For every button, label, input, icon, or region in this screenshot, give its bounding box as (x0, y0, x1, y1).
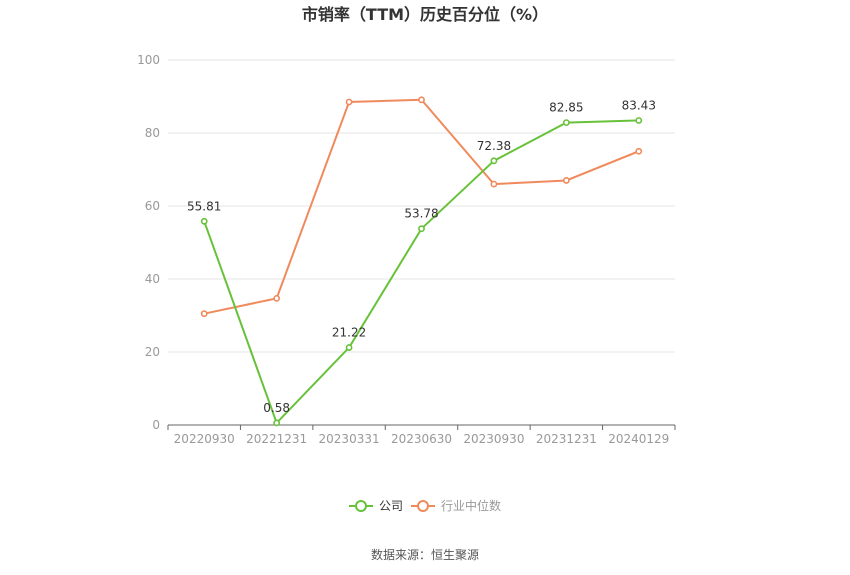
data-point[interactable] (562, 177, 570, 184)
data-point[interactable] (418, 225, 425, 233)
x-tick-label: 20240129 (608, 432, 669, 446)
data-point[interactable] (418, 96, 425, 104)
chart-title: 市销率（TTM）历史百分位（%） (302, 5, 548, 24)
data-point[interactable] (345, 344, 353, 351)
data-point[interactable] (345, 98, 353, 106)
legend-label: 公司 (379, 499, 403, 513)
legend-item-industry-median[interactable]: 行业中位数 (411, 498, 501, 513)
legend-item-company[interactable]: 公司 (349, 499, 403, 513)
data-point[interactable] (635, 117, 643, 124)
data-label: 55.81 (187, 199, 221, 213)
y-axis: 0 20 40 60 80 100 (137, 53, 160, 432)
x-tick-label: 20231231 (536, 432, 597, 446)
series-layer: 55.81 0.58 21.22 53.78 72.38 82.85 83.43 (187, 96, 656, 427)
data-point[interactable] (200, 310, 208, 318)
y-tick-label: 40 (145, 272, 160, 286)
data-point[interactable] (273, 419, 281, 427)
data-point[interactable] (490, 180, 498, 188)
x-tick-label: 20230331 (319, 432, 380, 446)
y-tick-label: 20 (145, 345, 160, 359)
data-point[interactable] (200, 217, 208, 225)
x-tick-label: 20221231 (246, 432, 307, 446)
y-tick-label: 0 (152, 418, 160, 432)
legend-label: 行业中位数 (441, 498, 501, 513)
x-axis: 20220930 20221231 20230331 20230630 20230930… (167, 424, 676, 446)
y-tick-label: 100 (137, 53, 160, 67)
legend[interactable]: 公司 行业中位数 (349, 498, 501, 513)
data-point[interactable] (273, 294, 281, 302)
data-point[interactable] (635, 147, 643, 155)
x-tick-label: 20220930 (174, 432, 235, 446)
series-company: 55.81 0.58 21.22 53.78 72.38 82.85 83.43 (187, 98, 656, 427)
legend-marker-icon (417, 500, 429, 512)
data-label: 83.43 (622, 98, 656, 112)
x-tick-label: 20230630 (391, 432, 452, 446)
data-point[interactable] (490, 157, 498, 165)
y-tick-label: 60 (145, 199, 160, 213)
data-label: 82.85 (549, 101, 583, 115)
x-tick-label: 20230930 (463, 432, 524, 446)
data-label: 53.78 (404, 207, 438, 221)
legend-marker-icon (355, 500, 367, 512)
series-industry-median (200, 96, 643, 318)
data-point[interactable] (562, 119, 570, 126)
data-label: 21.22 (332, 326, 366, 340)
data-label: 0.58 (263, 401, 290, 415)
y-tick-label: 80 (145, 126, 160, 140)
grid (168, 59, 675, 353)
data-source: 数据来源：恒生聚源 (371, 547, 479, 562)
data-label: 72.38 (477, 139, 511, 153)
series-line (203, 119, 639, 425)
